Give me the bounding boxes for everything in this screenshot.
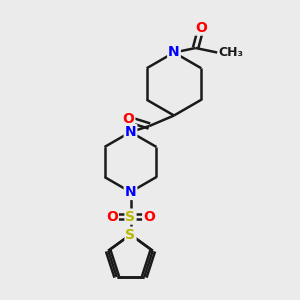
Text: S: S bbox=[125, 228, 136, 242]
Text: CH₃: CH₃ bbox=[219, 46, 244, 59]
Text: N: N bbox=[125, 185, 136, 199]
Text: O: O bbox=[122, 112, 134, 126]
Text: O: O bbox=[106, 210, 118, 224]
Text: O: O bbox=[143, 210, 155, 224]
Text: N: N bbox=[125, 125, 136, 139]
Text: N: N bbox=[168, 46, 180, 59]
Text: O: O bbox=[195, 21, 207, 34]
Text: S: S bbox=[125, 210, 136, 224]
